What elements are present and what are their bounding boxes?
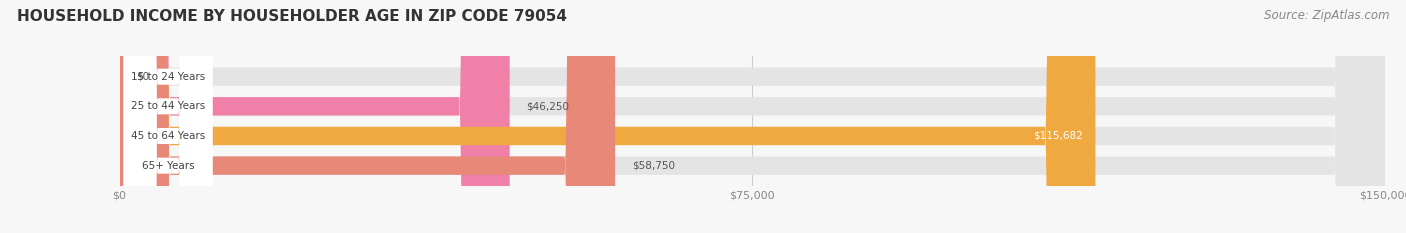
FancyBboxPatch shape [120,0,1385,233]
Text: $58,750: $58,750 [633,161,675,171]
FancyBboxPatch shape [120,0,1385,233]
FancyBboxPatch shape [120,0,1385,233]
FancyBboxPatch shape [124,0,212,233]
Text: 45 to 64 Years: 45 to 64 Years [131,131,205,141]
Text: 25 to 44 Years: 25 to 44 Years [131,101,205,111]
FancyBboxPatch shape [124,0,212,233]
Text: $115,682: $115,682 [1033,131,1083,141]
FancyBboxPatch shape [120,0,616,233]
FancyBboxPatch shape [124,0,212,233]
FancyBboxPatch shape [120,0,510,233]
Text: $46,250: $46,250 [527,101,569,111]
Text: HOUSEHOLD INCOME BY HOUSEHOLDER AGE IN ZIP CODE 79054: HOUSEHOLD INCOME BY HOUSEHOLDER AGE IN Z… [17,9,567,24]
FancyBboxPatch shape [120,0,1385,233]
Text: Source: ZipAtlas.com: Source: ZipAtlas.com [1264,9,1389,22]
Text: 65+ Years: 65+ Years [142,161,194,171]
Text: 15 to 24 Years: 15 to 24 Years [131,72,205,82]
FancyBboxPatch shape [124,0,212,233]
FancyBboxPatch shape [120,0,1095,233]
Text: $0: $0 [136,72,149,82]
